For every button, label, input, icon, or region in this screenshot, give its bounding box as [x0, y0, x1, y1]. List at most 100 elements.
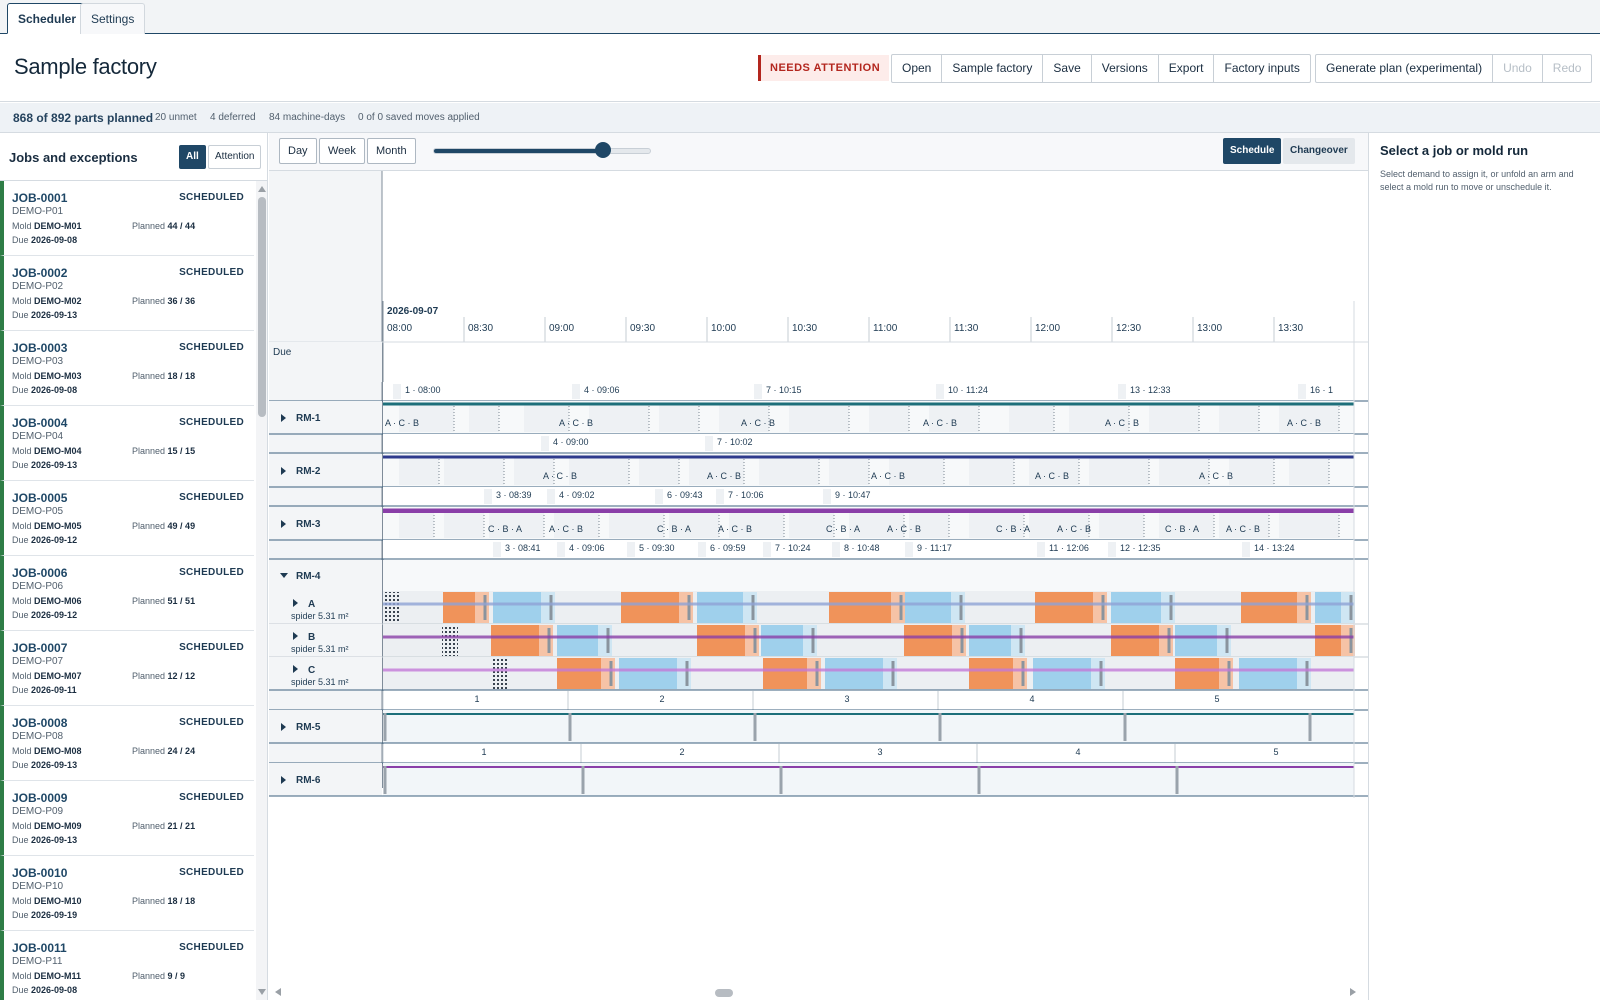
zoom-slider[interactable]	[433, 148, 651, 154]
tab-scheduler[interactable]: Scheduler	[7, 3, 88, 34]
setup-block	[491, 658, 507, 689]
scroll-left-icon[interactable]	[275, 988, 281, 996]
scheduler-toolbar: Day Week Month Schedule Changeover	[269, 133, 1368, 171]
job-part: DEMO-P03	[12, 356, 64, 367]
cooling-segment	[883, 658, 897, 689]
zoom-slider-knob[interactable]	[595, 142, 612, 158]
idle-slot	[489, 511, 544, 538]
cooling-segment	[1011, 625, 1025, 656]
job-card[interactable]: JOB-0001 SCHEDULED DEMO-P01 Mold DEMO-M01 Pl…	[0, 181, 254, 256]
run-label: 3 · 08:41	[505, 543, 541, 553]
arm-sequence-label: A · C · B	[871, 471, 905, 481]
arm-expand-icon[interactable]	[293, 599, 298, 607]
changeover-gap	[754, 384, 762, 399]
resource-timeline[interactable]	[383, 763, 1354, 796]
due-row-label: Due	[273, 347, 292, 358]
mold-value: DEMO-M11	[34, 971, 82, 981]
run-label: 7 · 10:06	[728, 490, 764, 500]
changeover-mode-button[interactable]: Changeover	[1283, 138, 1355, 164]
gantt-chart[interactable]: 2026-09-07 08:00 08:30 09:00 09:30 10:00 10:3…	[269, 171, 1368, 1000]
arm-expand-icon[interactable]	[293, 665, 298, 673]
job-id: JOB-0007	[12, 641, 68, 655]
job-card[interactable]: JOB-0002 SCHEDULED DEMO-P02 Mold DEMO-M02 Pl…	[0, 256, 254, 331]
planned-label: Planned	[132, 596, 166, 606]
idle-slot	[849, 511, 904, 538]
generate-plan-button[interactable]: Generate plan (experimental)	[1316, 55, 1494, 82]
scroll-down-icon[interactable]	[258, 989, 266, 995]
job-card[interactable]: JOB-0011 SCHEDULED DEMO-P11 Mold DEMO-M11 Pl…	[0, 931, 254, 1000]
export-button[interactable]: Export	[1159, 55, 1215, 82]
job-list-scrollbar[interactable]	[256, 181, 267, 1000]
due-value: 2026-09-13	[31, 760, 78, 770]
job-card[interactable]: JOB-0003 SCHEDULED DEMO-P03 Mold DEMO-M03 Pl…	[0, 331, 254, 406]
expand-icon[interactable]	[281, 414, 286, 422]
job-card[interactable]: JOB-0009 SCHEDULED DEMO-P09 Mold DEMO-M09 Pl…	[0, 781, 254, 856]
job-card[interactable]: JOB-0006 SCHEDULED DEMO-P06 Mold DEMO-M06 Pl…	[0, 556, 254, 631]
planned-label: Planned	[132, 371, 166, 381]
job-card[interactable]: JOB-0005 SCHEDULED DEMO-P05 Mold DEMO-M05 Pl…	[0, 481, 254, 556]
arm-sequence-label: A · C · B	[887, 524, 921, 534]
idle-slot	[469, 405, 499, 432]
due-value: 2026-09-13	[31, 310, 78, 320]
job-card[interactable]: JOB-0004 SCHEDULED DEMO-P04 Mold DEMO-M04 Pl…	[0, 406, 254, 481]
job-mold: Mold DEMO-M06	[12, 596, 82, 606]
resource-timeline[interactable]	[383, 710, 1354, 743]
week-view-button[interactable]: Week	[319, 138, 365, 164]
run-label-strip	[383, 691, 1354, 710]
expand-icon[interactable]	[281, 520, 286, 528]
resource-timeline[interactable]	[383, 560, 1354, 591]
job-card[interactable]: JOB-0008 SCHEDULED DEMO-P08 Mold DEMO-M08 Pl…	[0, 706, 254, 781]
timeline-scroll-thumb[interactable]	[715, 989, 733, 997]
run-label: 4 · 09:02	[559, 490, 595, 500]
run-number: 5	[1273, 747, 1278, 757]
open-button[interactable]: Open	[892, 55, 943, 82]
mold-value: DEMO-M06	[34, 596, 82, 606]
factory-inputs-button[interactable]: Factory inputs	[1224, 61, 1300, 75]
cooling-segment	[539, 625, 553, 656]
job-card[interactable]: JOB-0010 SCHEDULED DEMO-P10 Mold DEMO-M10 Pl…	[0, 856, 254, 931]
scroll-thumb[interactable]	[258, 197, 266, 417]
job-id: JOB-0005	[12, 491, 68, 505]
changeover-gap	[557, 542, 565, 557]
factory-name-button[interactable]: Sample factory	[942, 55, 1044, 82]
expand-icon[interactable]	[281, 776, 286, 784]
versions-button[interactable]: Versions	[1092, 55, 1159, 82]
scroll-up-icon[interactable]	[258, 186, 266, 192]
undo-button[interactable]: Undo	[1493, 55, 1543, 82]
cooling-segment	[1297, 658, 1311, 689]
job-mold: Mold DEMO-M04	[12, 446, 82, 456]
expand-icon[interactable]	[281, 723, 286, 731]
expand-icon[interactable]	[281, 467, 286, 475]
idle-slot	[444, 511, 484, 538]
arm-expand-icon[interactable]	[293, 632, 298, 640]
job-card[interactable]: JOB-0007 SCHEDULED DEMO-P07 Mold DEMO-M07 Pl…	[0, 631, 254, 706]
schedule-mode-button[interactable]: Schedule	[1223, 138, 1282, 164]
job-mold: Mold DEMO-M02	[12, 296, 82, 306]
job-mold: Mold DEMO-M10	[12, 896, 82, 906]
month-view-button[interactable]: Month	[367, 138, 416, 164]
idle-slot	[719, 405, 769, 432]
planned-value: 51 / 51	[167, 596, 196, 606]
redo-button[interactable]: Redo	[1552, 61, 1582, 75]
job-due: Due 2026-09-08	[12, 235, 77, 245]
save-button[interactable]: Save	[1043, 55, 1092, 82]
job-planned: Planned 18 / 18	[132, 896, 195, 906]
filter-attention-button[interactable]: Attention	[208, 145, 262, 169]
timeline-scrollbar[interactable]	[269, 985, 1368, 1000]
job-part: DEMO-P08	[12, 731, 64, 742]
jobs-panel-title: Jobs and exceptions	[9, 150, 138, 165]
tab-settings[interactable]: Settings	[80, 3, 146, 34]
idle-slot	[1009, 405, 1054, 432]
mold-value: DEMO-M07	[34, 671, 82, 681]
setup-block	[442, 625, 458, 656]
job-part: DEMO-P04	[12, 431, 64, 442]
arm-sequence-label: A · C · B	[559, 418, 593, 428]
cooling-segment	[951, 592, 965, 623]
changeover-gap	[655, 489, 663, 504]
changeover-gap	[698, 542, 706, 557]
filter-all-button[interactable]: All	[179, 145, 206, 169]
collapse-icon[interactable]	[280, 573, 288, 578]
scheduler-panel: Day Week Month Schedule Changeover 2026-…	[269, 133, 1368, 1000]
day-view-button[interactable]: Day	[279, 138, 317, 164]
scroll-right-icon[interactable]	[1350, 988, 1356, 996]
